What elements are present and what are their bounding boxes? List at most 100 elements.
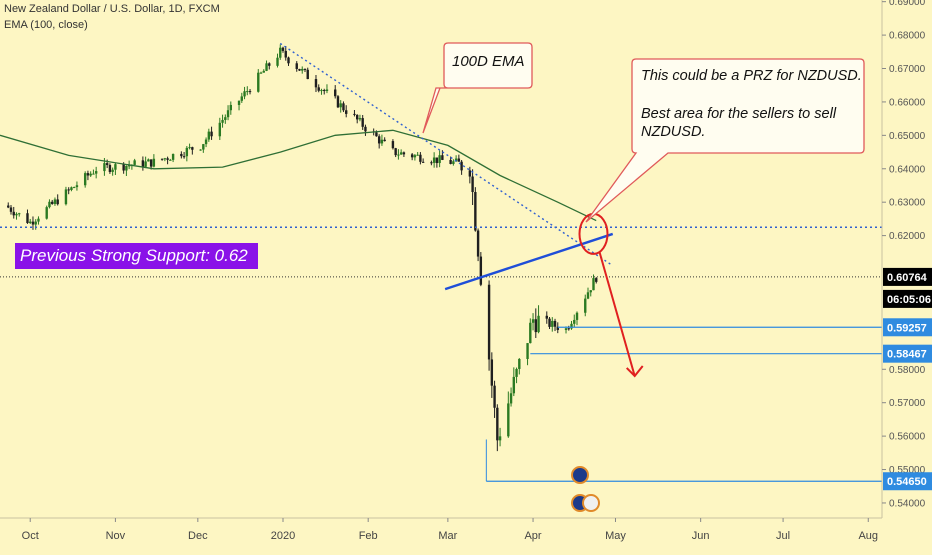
candle-body bbox=[391, 141, 395, 149]
candle-body bbox=[268, 63, 271, 66]
candle-body bbox=[575, 312, 579, 320]
event-flag-icon[interactable] bbox=[571, 466, 589, 484]
candle-body bbox=[452, 161, 455, 164]
event-flag-icon[interactable] bbox=[582, 494, 600, 512]
price-tag-label: 0.58467 bbox=[887, 349, 927, 361]
candle-body bbox=[221, 119, 224, 123]
candle-body bbox=[108, 165, 112, 172]
candle-body bbox=[380, 139, 384, 144]
candle-body bbox=[218, 122, 222, 137]
candle-body bbox=[490, 359, 494, 386]
candle-body bbox=[345, 110, 348, 114]
x-tick-label: Apr bbox=[524, 530, 541, 542]
candle-body bbox=[355, 114, 359, 120]
rising-trendline bbox=[444, 232, 614, 291]
candle-body bbox=[479, 256, 483, 285]
price-tag-box bbox=[883, 289, 932, 308]
candle-body bbox=[94, 171, 98, 174]
candle-body bbox=[160, 158, 164, 160]
symbol-title: New Zealand Dollar / U.S. Dollar, 1D, FX… bbox=[4, 3, 220, 15]
candle-body bbox=[567, 328, 570, 330]
candle-body bbox=[421, 161, 425, 163]
candle-body bbox=[56, 199, 59, 205]
candle-body bbox=[147, 159, 150, 162]
candle-body bbox=[237, 100, 241, 105]
candle-body bbox=[9, 207, 13, 212]
candle-body bbox=[18, 213, 21, 215]
prz-callout-line2: Best area for the sellers to sell bbox=[641, 106, 837, 122]
candle-body bbox=[334, 89, 337, 97]
y-tick-label: 0.55000 bbox=[889, 465, 926, 476]
candle-body bbox=[556, 326, 559, 330]
candle-body bbox=[127, 165, 131, 167]
candle-body bbox=[64, 189, 68, 205]
x-tick-label: May bbox=[605, 530, 626, 542]
time-axis-panel bbox=[0, 518, 882, 550]
candle-body bbox=[45, 207, 48, 219]
candle-body bbox=[199, 149, 202, 151]
candle-body bbox=[441, 155, 444, 160]
candle-body bbox=[122, 164, 125, 171]
candle-body bbox=[92, 173, 95, 175]
candle-body bbox=[570, 323, 573, 329]
candle-body bbox=[358, 118, 362, 120]
candle-body bbox=[31, 221, 35, 225]
candle-body bbox=[163, 158, 167, 160]
candle-body bbox=[474, 192, 477, 231]
candle-body bbox=[397, 154, 400, 156]
y-tick-label: 0.69000 bbox=[889, 0, 926, 8]
ema-100-line bbox=[0, 129, 597, 222]
candle-body bbox=[509, 393, 513, 404]
candle-body bbox=[526, 343, 529, 359]
candle-body bbox=[589, 290, 592, 293]
x-tick-label: 2020 bbox=[271, 530, 295, 542]
candle-body bbox=[229, 104, 233, 111]
candle-body bbox=[476, 230, 480, 257]
candle-body bbox=[468, 170, 472, 177]
candle-body bbox=[240, 96, 243, 101]
prz-callout-line1: This could be a PRZ for NZDUSD. bbox=[641, 68, 862, 84]
indicator-label: EMA (100, close) bbox=[4, 19, 88, 31]
ema-callout-text: 100D EMA bbox=[452, 53, 525, 70]
support-label: Previous Strong Support: 0.62 bbox=[15, 243, 258, 269]
candle-body bbox=[419, 154, 422, 162]
candle-body bbox=[86, 173, 90, 176]
candle-body bbox=[551, 320, 554, 327]
candle-body bbox=[287, 57, 290, 64]
candle-body bbox=[493, 385, 496, 408]
candle-body bbox=[375, 132, 378, 137]
y-tick-label: 0.62000 bbox=[889, 231, 926, 242]
price-tag-label: 0.59257 bbox=[887, 322, 927, 334]
x-tick-label: Mar bbox=[438, 530, 457, 542]
y-tick-label: 0.67000 bbox=[889, 64, 926, 75]
candle-body bbox=[103, 163, 106, 172]
candle-body bbox=[402, 152, 406, 155]
candle-body bbox=[48, 201, 51, 208]
y-tick-label: 0.54000 bbox=[889, 498, 926, 509]
y-tick-label: 0.56000 bbox=[889, 432, 926, 443]
candle-body bbox=[15, 213, 18, 216]
sell-arrow-head bbox=[626, 365, 644, 378]
price-tag-label: 0.54650 bbox=[887, 476, 927, 488]
x-tick-label: Feb bbox=[359, 530, 378, 542]
candle-body bbox=[169, 159, 172, 161]
candle-body bbox=[353, 113, 356, 115]
candle-body bbox=[248, 91, 252, 93]
y-tick-label: 0.57000 bbox=[889, 398, 926, 409]
candle-body bbox=[435, 157, 439, 164]
candle-body bbox=[34, 221, 37, 225]
candle-body bbox=[507, 403, 510, 437]
candle-body bbox=[262, 70, 265, 73]
candle-body bbox=[413, 155, 417, 158]
candle-body bbox=[432, 157, 436, 163]
price-tag-box bbox=[883, 472, 932, 491]
candle-body bbox=[105, 163, 109, 166]
candle-body bbox=[243, 91, 246, 97]
ema-callout-bubble bbox=[422, 42, 533, 134]
candle-body bbox=[529, 322, 532, 344]
candle-body bbox=[320, 90, 323, 92]
candle-body bbox=[399, 152, 403, 155]
x-tick-label: Jun bbox=[692, 530, 710, 542]
candle-body bbox=[518, 358, 521, 369]
